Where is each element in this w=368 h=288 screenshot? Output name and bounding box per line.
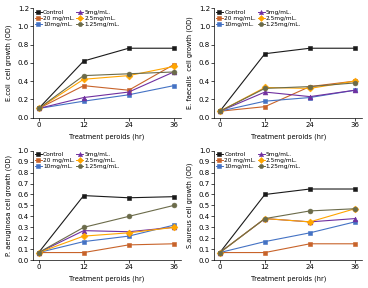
X-axis label: Treatment peroids (hr): Treatment peroids (hr)	[70, 276, 145, 283]
Legend: Control, 20 mg/mL., 10mg/mL., 5mg/mL., 2.5mg/mL., 1.25mg/mL.: Control, 20 mg/mL., 10mg/mL., 5mg/mL., 2…	[34, 152, 121, 170]
Legend: Control, 20 mg/mL., 10mg/mL., 5mg/mL., 2.5mg/mL., 1.25mg/mL.: Control, 20 mg/mL., 10mg/mL., 5mg/mL., 2…	[215, 152, 302, 170]
Legend: Control, 20 mg/mL., 10mg/mL., 5mg/mL., 2.5mg/mL., 1.25mg/mL.: Control, 20 mg/mL., 10mg/mL., 5mg/mL., 2…	[215, 9, 302, 27]
Legend: Control, 20 mg/mL., 10mg/mL., 5mg/mL., 2.5mg/mL., 1.25mg/mL.: Control, 20 mg/mL., 10mg/mL., 5mg/mL., 2…	[34, 9, 121, 27]
Y-axis label: E. faecalis  cell growth (OD): E. faecalis cell growth (OD)	[187, 16, 193, 109]
Y-axis label: S.aureus cell growth (OD): S.aureus cell growth (OD)	[187, 163, 193, 248]
Y-axis label: E.coli  cell growth (OD): E.coli cell growth (OD)	[6, 24, 12, 101]
X-axis label: Treatment peroids (hr): Treatment peroids (hr)	[251, 133, 326, 140]
Y-axis label: P. aeruginosa cell growth (OD): P. aeruginosa cell growth (OD)	[6, 155, 12, 256]
X-axis label: Treatment peroids (hr): Treatment peroids (hr)	[70, 133, 145, 140]
X-axis label: Treatment peroids (hr): Treatment peroids (hr)	[251, 276, 326, 283]
